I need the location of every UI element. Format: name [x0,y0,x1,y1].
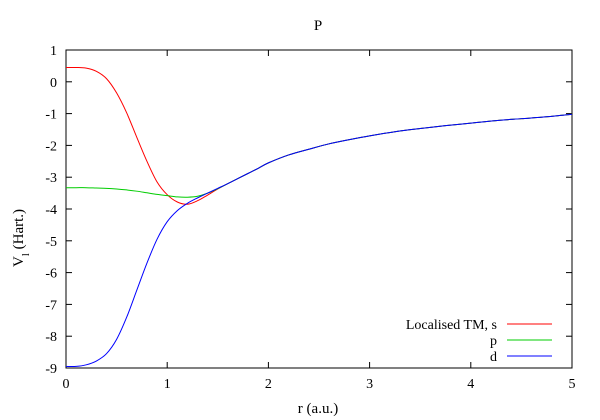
x-tick-label: 2 [265,377,272,392]
legend-label-1: p [490,334,497,349]
x-tick-label: 1 [164,377,171,392]
series-line-2 [65,113,573,368]
y-axis-label-subscript: l [20,253,32,256]
y-tick-label: 0 [50,76,57,91]
y-tick-label: -9 [45,362,57,377]
axis-ticks: 0 1 2 3 4 5 1 0 -1 -2 -3 -4 -5 -6 -7 -8 -9 [45,44,575,392]
y-tick-label: -3 [45,171,57,186]
series-line-1 [66,113,573,198]
x-tick-label: 3 [366,377,373,392]
series-line-0 [65,66,573,205]
y-tick-label: -1 [45,108,57,123]
y-tick-label: -8 [45,330,57,345]
y-tick-label: -5 [45,235,57,250]
x-axis-label: r (a.u.) [298,401,338,417]
legend-label-2: d [490,350,497,365]
y-tick-label: -7 [45,298,57,313]
data-series [65,66,573,368]
y-tick-label: -6 [45,267,57,282]
legend: Localised TM, spd [406,318,552,365]
x-tick-label: 0 [63,377,70,392]
legend-label-0: Localised TM, s [406,318,497,333]
y-tick-label: -4 [45,203,57,218]
y-tick-label: 1 [50,44,57,59]
y-tick-label: -2 [45,139,57,154]
x-tick-label: 5 [569,377,576,392]
y-axis-label-main: V [11,256,27,267]
x-tick-label: 4 [467,377,474,392]
chart-title: P [314,18,322,34]
y-axis-label: Vl (Hart.) [11,209,32,267]
y-axis-label-unit: (Hart.) [11,209,27,253]
